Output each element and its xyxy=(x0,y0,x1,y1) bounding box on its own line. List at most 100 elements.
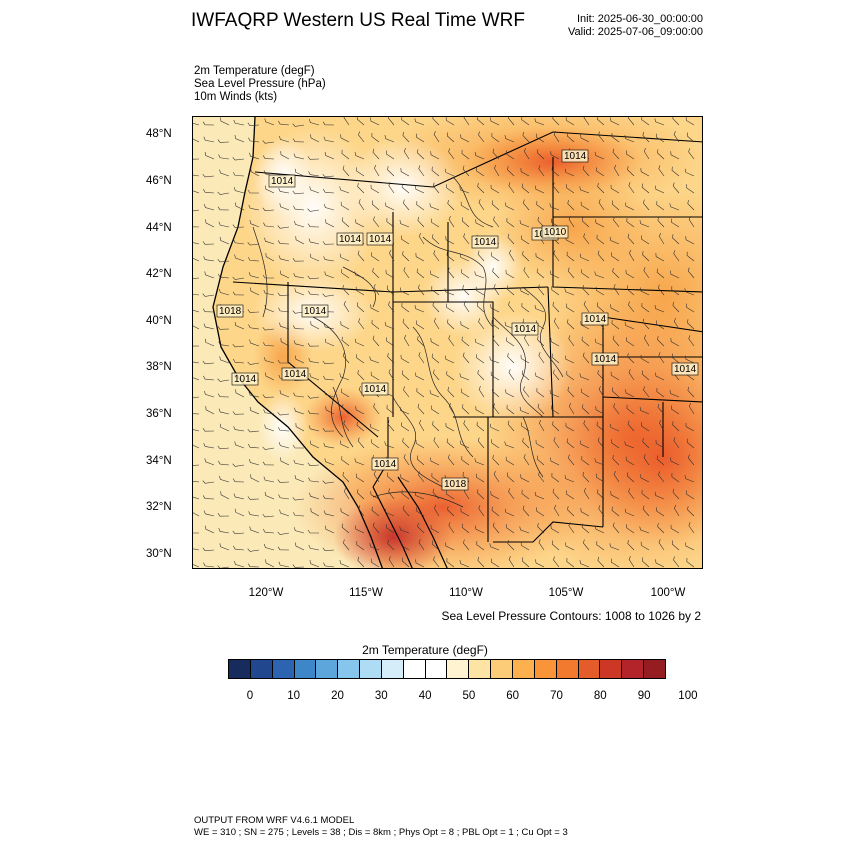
wind-barb xyxy=(639,526,650,534)
wind-barb xyxy=(478,318,485,330)
wind-barb xyxy=(643,147,650,160)
wind-barb xyxy=(657,336,665,347)
wind-barb xyxy=(388,369,395,381)
wind-barb xyxy=(294,288,305,296)
wind-barb xyxy=(674,504,680,517)
wind-barb xyxy=(639,406,650,415)
wind-barb xyxy=(217,393,230,398)
svg-text:1014: 1014 xyxy=(564,151,587,162)
longitude-label: 115°W xyxy=(349,587,383,599)
wind-barb xyxy=(476,541,485,551)
wind-barb xyxy=(581,217,590,228)
wind-barb xyxy=(385,202,395,211)
wind-barb xyxy=(247,189,259,194)
wind-barb xyxy=(202,495,215,500)
wind-barb xyxy=(507,166,515,177)
wind-barb xyxy=(232,343,245,348)
wind-barb xyxy=(535,372,545,381)
wind-barb xyxy=(193,560,200,568)
wind-barb xyxy=(552,488,560,500)
wind-barb xyxy=(340,440,350,449)
wind-barb xyxy=(611,319,620,330)
wind-barb xyxy=(202,308,215,313)
map-title: IWFAQRP Western US Real Time WRF xyxy=(191,10,525,31)
wind-barb xyxy=(386,404,395,415)
wind-barb xyxy=(610,304,620,313)
wind-barb xyxy=(553,317,560,330)
wind-barb xyxy=(537,336,545,347)
wind-barb xyxy=(519,526,530,534)
wind-barb xyxy=(193,156,200,160)
wind-barb xyxy=(672,421,680,432)
pressure-label: 1014 xyxy=(471,235,499,249)
pressure-label: 1014 xyxy=(366,232,394,246)
wind-barb xyxy=(204,338,215,347)
wind-barb xyxy=(432,421,440,432)
wind-barb xyxy=(523,147,530,160)
wind-barb xyxy=(262,155,275,160)
wind-barb xyxy=(567,386,575,398)
wind-barb xyxy=(476,421,485,432)
wind-barb xyxy=(475,525,485,534)
wind-barb xyxy=(626,404,635,415)
wind-barb xyxy=(670,338,680,347)
wind-barb xyxy=(687,506,695,517)
wind-barb xyxy=(193,208,200,212)
wind-barb xyxy=(388,182,395,194)
wind-barb xyxy=(639,220,650,228)
wind-barb xyxy=(684,168,695,177)
wind-barb xyxy=(520,168,530,177)
wind-barb xyxy=(475,286,485,296)
wind-barb xyxy=(568,522,575,534)
wind-barb xyxy=(535,185,545,194)
colorbar-swatch xyxy=(578,660,601,678)
wind-barb xyxy=(462,165,470,177)
wind-barb xyxy=(446,371,455,381)
wind-barb xyxy=(431,540,440,551)
wind-barb xyxy=(656,268,665,279)
wind-barb xyxy=(310,134,320,143)
wind-barb xyxy=(343,420,350,432)
colorbar-swatch xyxy=(600,660,623,678)
wind-barb xyxy=(371,132,380,143)
wind-barb xyxy=(355,219,365,228)
wind-barb xyxy=(431,166,440,177)
wind-barb xyxy=(415,559,425,568)
wind-barb xyxy=(613,284,620,296)
wind-barb xyxy=(628,117,635,126)
wind-barb xyxy=(431,405,440,415)
wind-barb xyxy=(293,205,305,211)
wind-barb xyxy=(277,292,290,296)
wind-barb xyxy=(579,560,590,568)
wind-barb xyxy=(193,477,200,483)
wind-barb xyxy=(658,352,665,364)
wind-barb xyxy=(655,133,665,143)
wind-barb xyxy=(580,388,590,398)
wind-barb xyxy=(307,462,320,466)
wind-barb xyxy=(566,132,575,143)
wind-barb xyxy=(476,167,485,177)
wind-barb xyxy=(474,338,485,347)
wind-barb xyxy=(460,388,470,398)
wind-barb xyxy=(218,154,230,160)
latitude-label: 38°N xyxy=(146,361,172,373)
wind-barb xyxy=(504,508,515,517)
wind-barb xyxy=(434,504,440,517)
latitude-label: 40°N xyxy=(146,315,172,327)
wind-barb xyxy=(309,253,320,262)
wind-barb xyxy=(597,489,605,500)
wind-barb xyxy=(463,117,470,126)
wind-barb xyxy=(295,542,305,551)
wind-barb xyxy=(597,183,605,194)
wind-barb xyxy=(280,457,290,466)
wind-barb xyxy=(672,117,680,126)
wind-barb xyxy=(613,216,620,228)
longitude-label: 110°W xyxy=(449,587,483,599)
wind-barb xyxy=(387,353,395,364)
wind-barb xyxy=(387,166,395,177)
wind-barb xyxy=(292,512,305,517)
wind-barb xyxy=(476,302,485,313)
wind-barb xyxy=(308,358,320,364)
wind-barb xyxy=(447,319,455,330)
wind-barb xyxy=(492,148,500,160)
